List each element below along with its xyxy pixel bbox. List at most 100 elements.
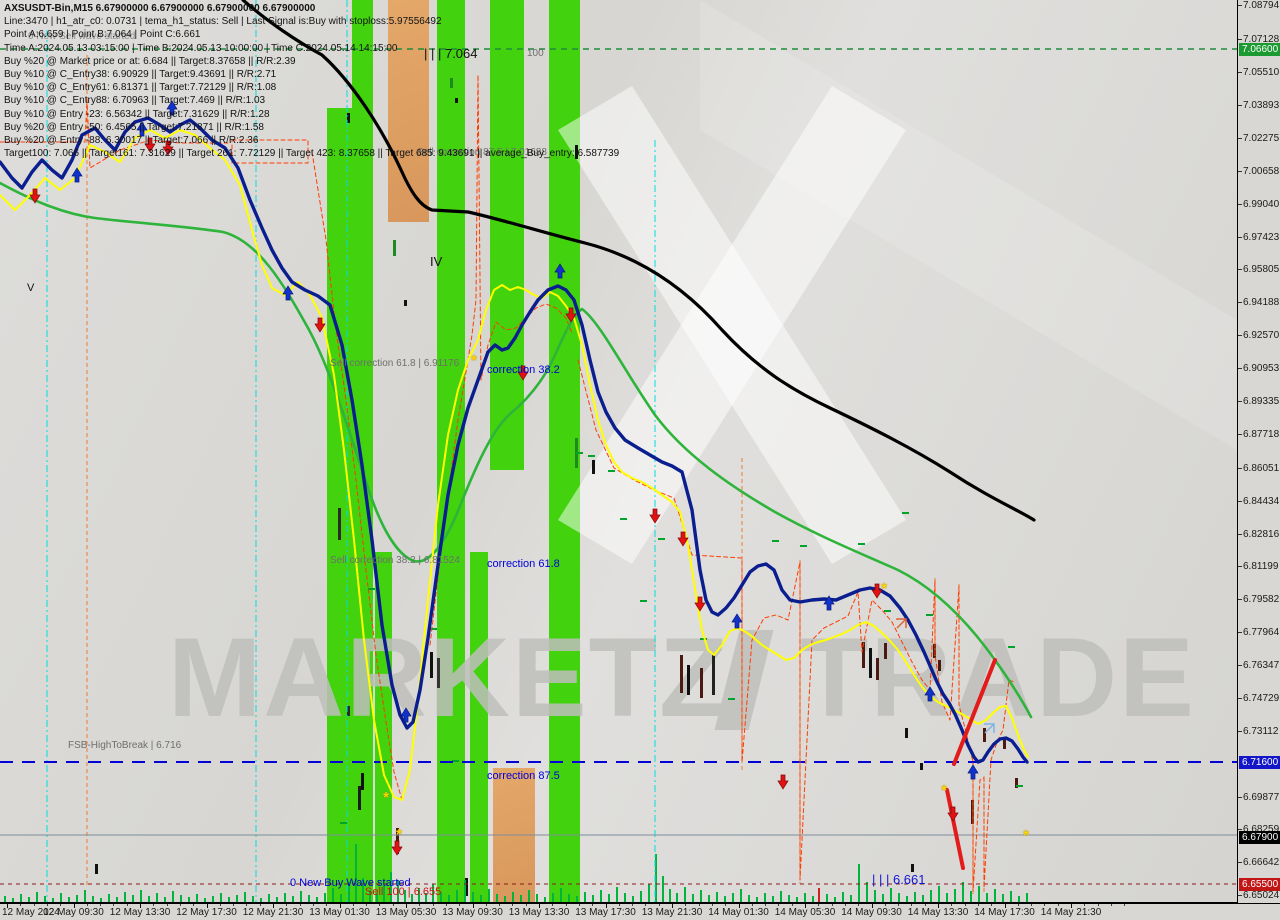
volume-tick <box>108 894 110 902</box>
volume-tick <box>528 890 530 902</box>
price-label: 6.84434 <box>1243 495 1280 507</box>
fractal-dash <box>800 545 807 547</box>
volume-tick <box>692 894 694 902</box>
volume-tick <box>584 892 586 902</box>
time-axis[interactable]: 12 May 2024 12 May 09:30 12 May 13:30 12 Ma… <box>0 903 1280 920</box>
volume-tick <box>220 893 222 902</box>
price-tick <box>1238 39 1242 41</box>
price-tick <box>1238 566 1242 568</box>
candle <box>920 763 923 770</box>
candle <box>938 660 941 671</box>
volume-tick <box>954 889 956 902</box>
volume-tick <box>560 888 562 902</box>
time-tick-minor <box>46 904 48 906</box>
time-tick-minor <box>578 904 580 906</box>
time-label: 14 May 05:30 <box>774 907 836 918</box>
time-label: 14 May 17:30 <box>974 907 1035 918</box>
price-label: 6.66642 <box>1243 857 1280 869</box>
candle <box>358 786 361 810</box>
price-label: 6.95805 <box>1243 264 1280 276</box>
sell-arrow-icon <box>517 365 529 381</box>
volume-tick <box>188 897 190 902</box>
fractal-dash <box>430 628 437 630</box>
volume-tick <box>568 894 570 902</box>
volume-tick <box>472 892 474 902</box>
volume-tick <box>425 893 427 902</box>
volume-tick <box>724 896 726 902</box>
price-label: 7.07128 <box>1243 34 1280 46</box>
watermark-logo-icon <box>558 0 1237 564</box>
tema-line <box>241 0 1036 522</box>
volume-tick <box>116 897 118 902</box>
volume-tick <box>440 892 442 902</box>
price-tick <box>1238 599 1242 601</box>
trend-segment <box>945 788 965 870</box>
price-label: 6.82816 <box>1243 528 1280 540</box>
volume-tick <box>592 895 594 902</box>
current-price-label: 7.06600 <box>1239 43 1280 56</box>
price-label: 6.69877 <box>1243 791 1280 803</box>
fractal-dash <box>728 698 735 700</box>
time-tick <box>7 904 8 908</box>
volume-tick <box>648 884 650 902</box>
candle <box>455 98 458 103</box>
current-price-label: 6.67900 <box>1239 831 1280 844</box>
fast-ma-line <box>0 129 1029 801</box>
price-axis[interactable]: 7.08794 7.07128 7.05510 7.03893 7.02275 7.006… <box>1237 0 1280 920</box>
star-marker-icon: * <box>396 826 402 843</box>
price-label: 6.87718 <box>1243 428 1280 440</box>
volume-tick <box>52 898 54 902</box>
time-tick <box>605 904 607 908</box>
volume-tick <box>480 895 482 902</box>
chart-label: FSB-HighToBreak | 6.716 <box>68 740 182 751</box>
time-tick-minor <box>153 904 155 906</box>
volume-tick <box>716 892 718 902</box>
time-label: 14 May 21:30 <box>1040 907 1102 918</box>
current-price-label: 6.71600 <box>1239 756 1280 769</box>
fractal-dash <box>620 518 627 520</box>
time-tick-minor <box>379 904 381 906</box>
price-tick <box>1238 105 1242 107</box>
price-label: 6.81199 <box>1243 561 1279 573</box>
time-tick-minor <box>685 904 687 906</box>
candle <box>437 658 440 688</box>
candle <box>338 508 341 540</box>
price-tick <box>1238 368 1242 370</box>
time-tick <box>539 904 540 908</box>
sell-arrow-icon <box>144 137 156 153</box>
buy-arrow-icon <box>166 100 178 116</box>
sell-arrow-icon <box>694 596 706 612</box>
volume-tick <box>164 897 166 902</box>
price-tick <box>1238 533 1242 535</box>
signal-info-line: Buy %10 @ C_Entry88: 6.70963 || Target:7… <box>4 95 266 107</box>
candle <box>95 864 98 874</box>
volume-tick <box>616 887 618 902</box>
time-tick-minor <box>179 904 181 906</box>
fractal-dash <box>772 540 779 542</box>
time-tick-minor <box>299 904 301 906</box>
volume-tick <box>938 886 940 902</box>
buy-arrow-icon <box>924 686 936 702</box>
volume-tick <box>922 895 924 902</box>
signal-info-line: Line:3470 | h1_atr_c0: 0.0731 | tema_h1_… <box>4 16 442 28</box>
price-tick <box>1238 467 1242 469</box>
chart-plot-area[interactable]: * * * * * * <box>0 0 1237 903</box>
volume-tick <box>369 890 371 902</box>
sell-arrow-icon <box>162 140 174 156</box>
volume-tick <box>308 895 310 902</box>
volume-tick <box>36 892 38 902</box>
price-label: 7.03893 <box>1243 100 1280 112</box>
volume-tick <box>962 882 964 902</box>
time-tick <box>938 904 939 908</box>
time-tick-minor <box>1017 904 1019 906</box>
volume-tick <box>340 894 342 902</box>
candle <box>687 665 690 695</box>
time-label: 13 May 17:30 <box>575 907 636 918</box>
time-tick-minor <box>525 904 527 906</box>
price-tick <box>1238 433 1242 435</box>
fractal-dash <box>608 470 615 472</box>
volume-tick <box>324 893 326 902</box>
time-tick-minor <box>818 904 820 906</box>
volume-tick <box>748 895 750 902</box>
